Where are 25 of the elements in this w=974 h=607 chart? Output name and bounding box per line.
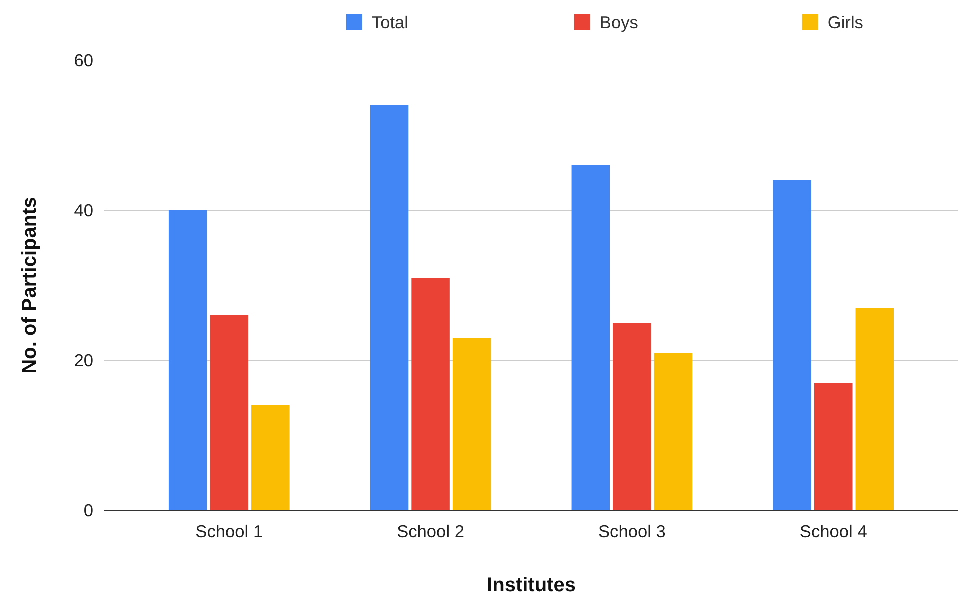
bar [613, 323, 652, 510]
bar [210, 316, 249, 510]
x-tick-label: School 1 [196, 522, 264, 542]
bar [412, 278, 450, 510]
bar [856, 308, 894, 510]
x-tick-label: School 2 [397, 522, 465, 542]
y-tick-label: 0 [84, 500, 94, 520]
bar [168, 210, 208, 510]
legend-label: Total [372, 12, 409, 32]
y-tick-label: 20 [74, 350, 94, 370]
x-tick-label: School 3 [598, 522, 666, 542]
bar [773, 180, 812, 510]
y-tick-label: 40 [74, 200, 94, 220]
legend-label: Girls [828, 12, 864, 32]
bar [814, 383, 853, 510]
x-axis-title: Institutes [487, 574, 576, 596]
x-tick-label: School 4 [800, 522, 868, 542]
y-axis-title: No. of Participants [19, 197, 42, 374]
y-tick-label: 60 [74, 50, 94, 70]
bar [452, 338, 492, 510]
legend-label: Boys [600, 12, 639, 32]
bar [252, 406, 290, 510]
bar [572, 166, 610, 510]
bar [370, 106, 409, 510]
bar [654, 353, 693, 510]
